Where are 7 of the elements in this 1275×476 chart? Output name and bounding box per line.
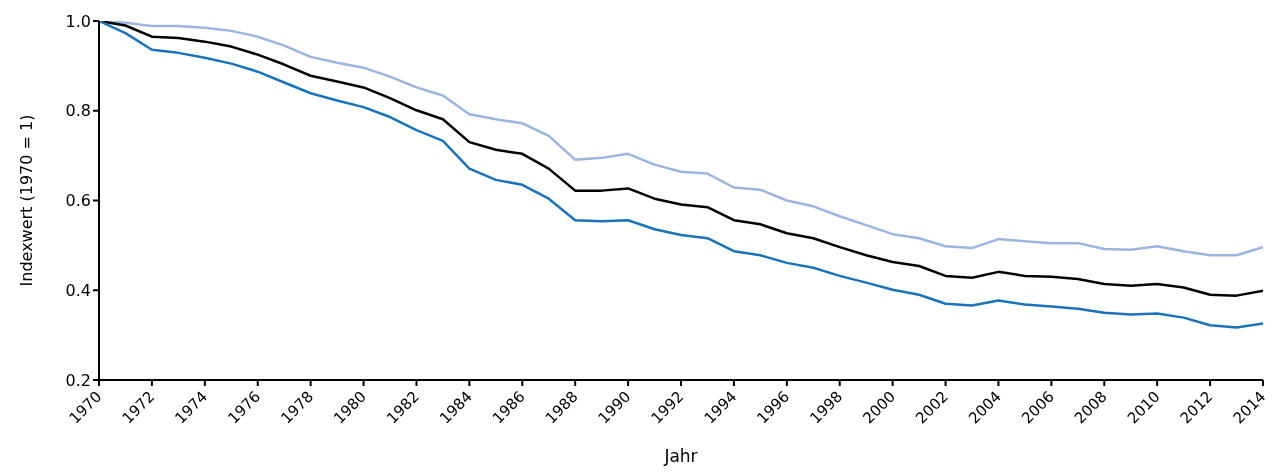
y-tick-label: 0.6 xyxy=(65,191,91,211)
y-tick-label: 0.8 xyxy=(65,101,91,121)
x-axis-title: Jahr xyxy=(663,446,698,466)
y-tick-label: 0.4 xyxy=(65,280,91,300)
y-tick-label: 0.2 xyxy=(65,370,91,390)
y-tick-label: 1.0 xyxy=(65,11,91,31)
y-axis-title: Indexwert (1970 = 1) xyxy=(16,114,36,287)
